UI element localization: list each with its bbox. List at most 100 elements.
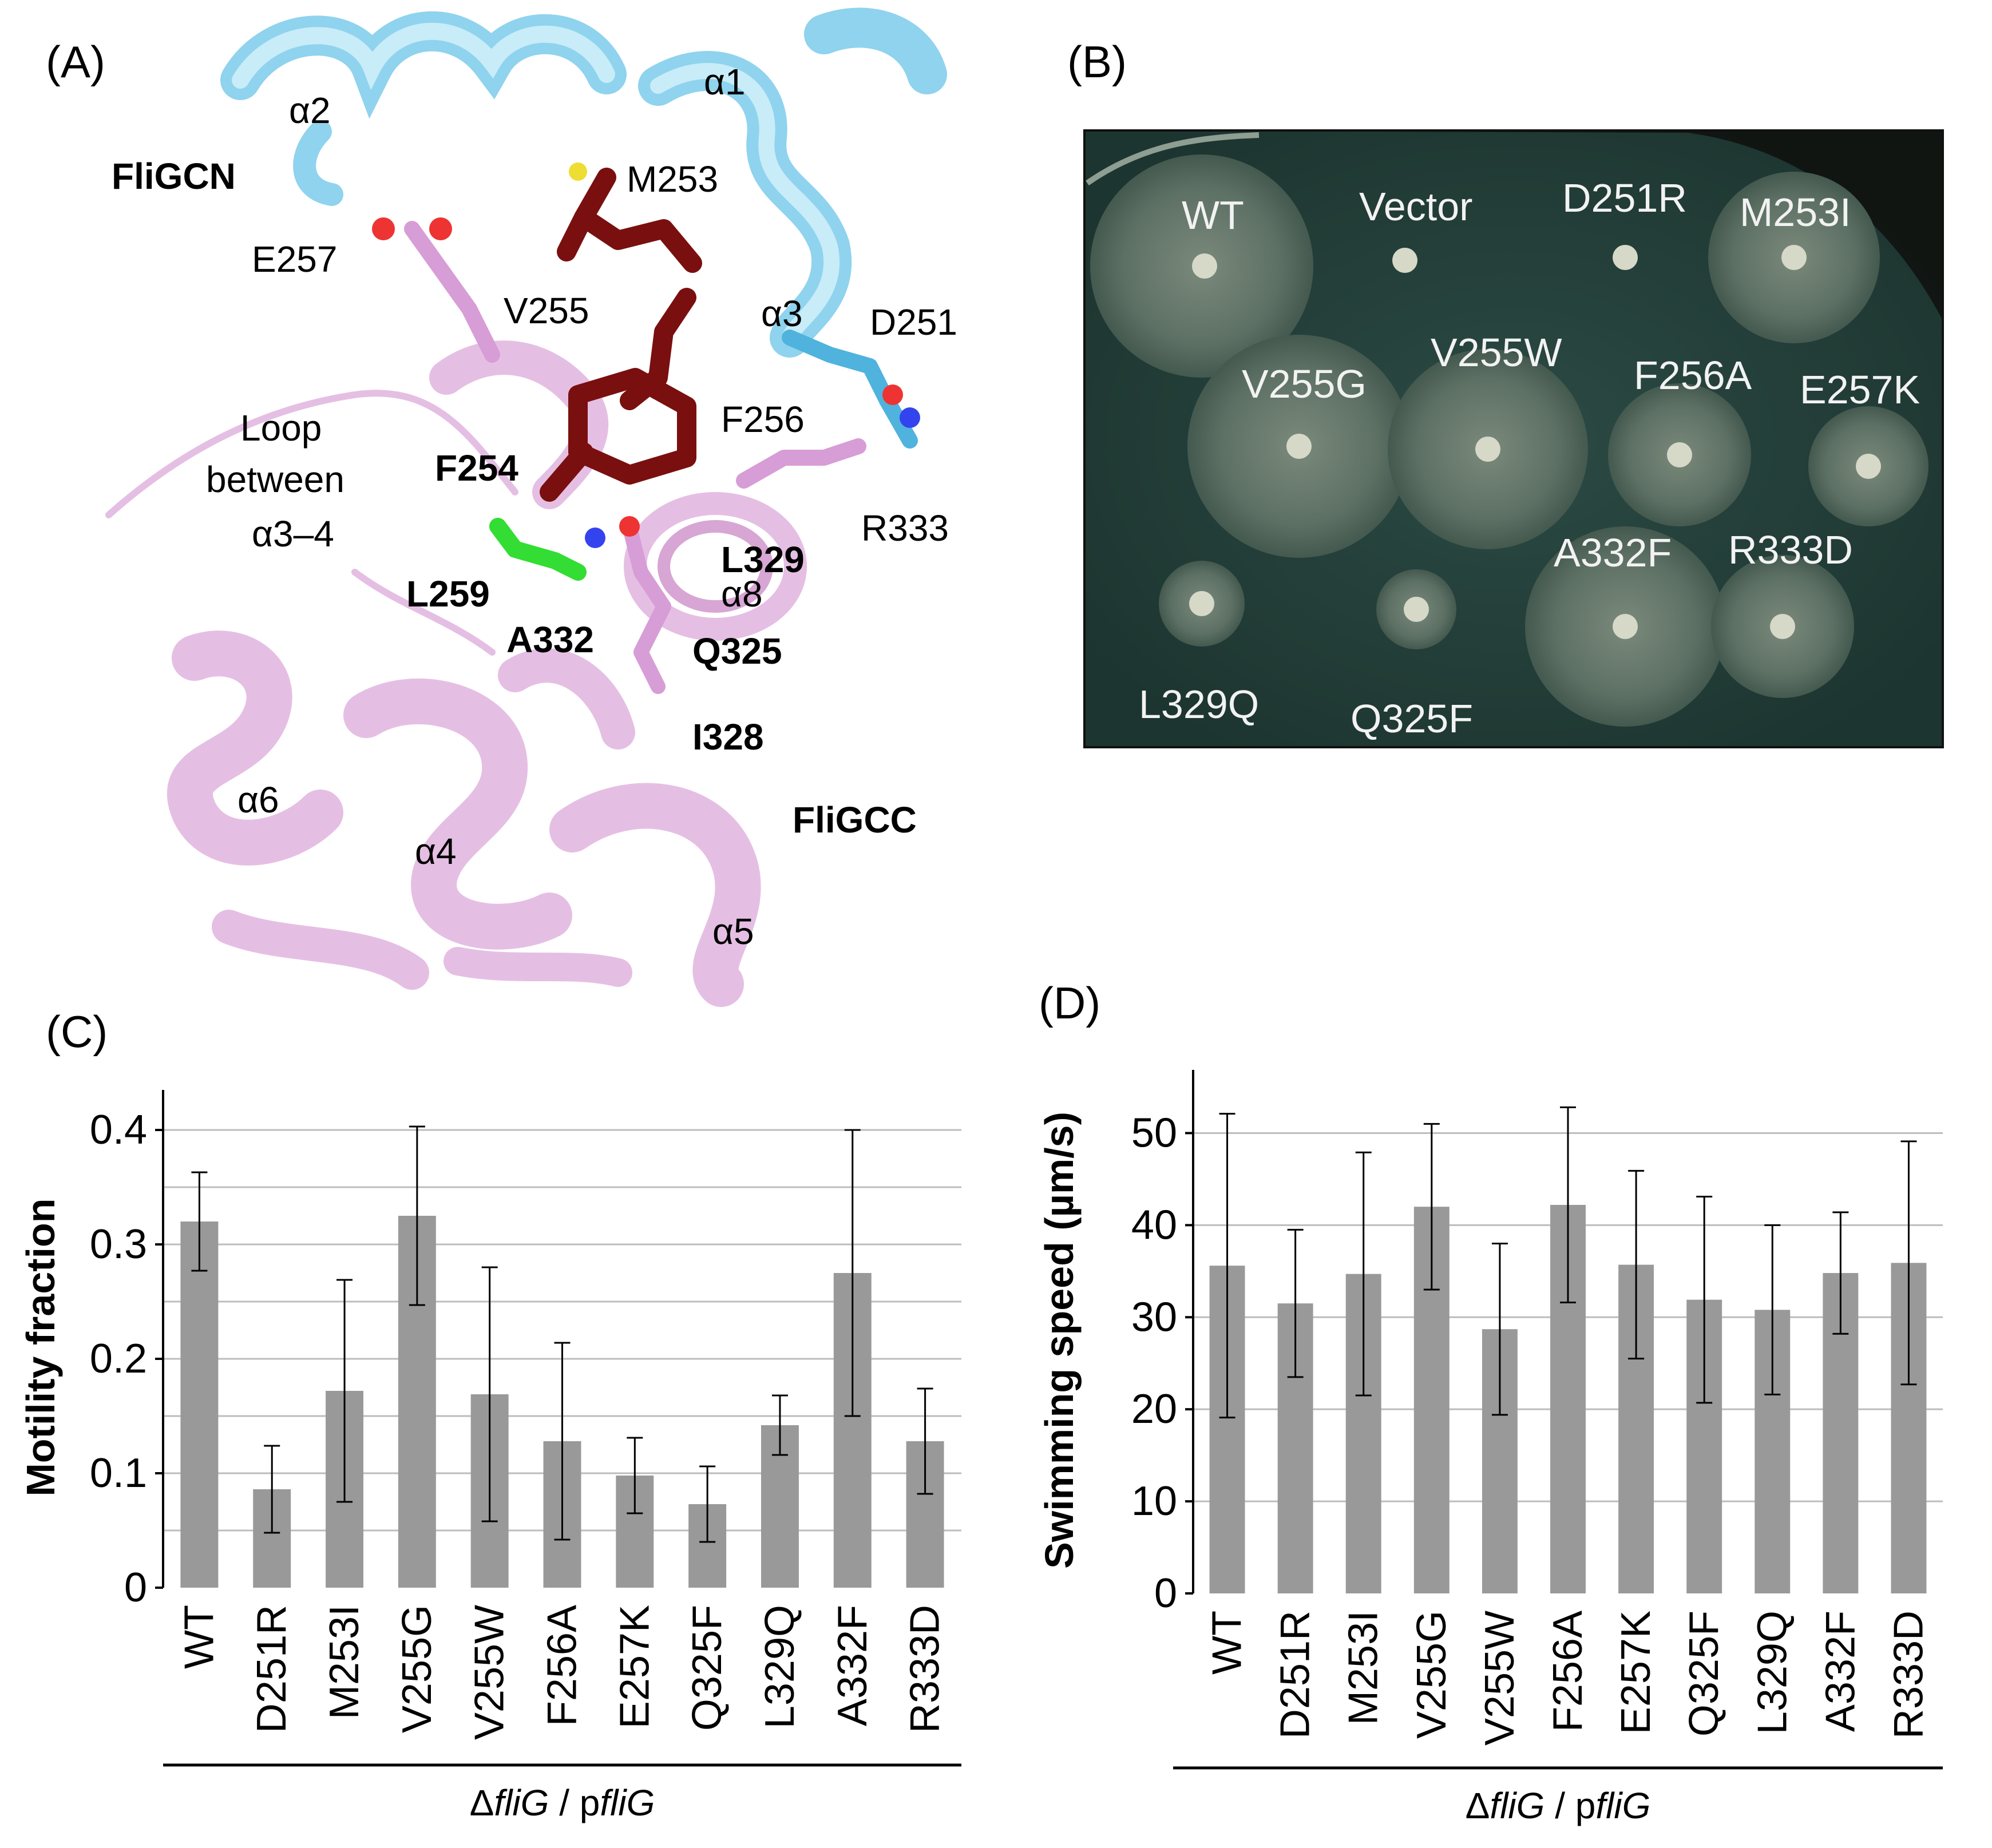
plate-label-a332f: A332F [1554,530,1672,575]
helix-label-alpha3-4: α3–4 [252,513,334,554]
plate-edge-highlight [1086,132,1260,186]
chart0-x-tick-label: D251R [249,1605,295,1733]
residue-label-l329: L329 [721,539,805,580]
chart1-x-tick-label: F256A [1545,1611,1591,1732]
chart-swimming-speed: 0 10 20 30 40 50 WT D251R M253I V255G V255W F256A E2… [1037,1070,1943,1826]
chart1-x-axis-label-part: fliG [1595,1785,1650,1826]
chart0-x-axis-label: ΔfliG / pfliG [470,1782,655,1823]
loop-label-line2: between [206,459,344,500]
chart1-x-tick-label: V255G [1409,1611,1455,1739]
chart0-x-axis-label-part: fliG [600,1782,655,1823]
chart1-y-tick-label: 10 [1131,1478,1177,1524]
plate-rim [1084,130,1943,320]
plate-label-q325f: Q325F [1351,696,1473,741]
helix-label-alpha5: α5 [712,911,754,952]
chart1-x-tick-label: V255W [1477,1611,1523,1746]
panel-a: (A) [46,7,957,1007]
chart0-y-tick-label: 0.3 [90,1222,147,1267]
plate-label-e257k: E257K [1800,367,1920,412]
chart0-bar [180,1222,219,1588]
chart0-x-tick-label: V255G [394,1605,440,1733]
chart0-x-tick-label: R333D [902,1605,948,1733]
chart1-x-tick-label: M253I [1341,1611,1387,1725]
chart0-x-tick-label: Q325F [684,1605,730,1731]
chart1-y-axis-title: Swimming speed (µm/s) [1037,1112,1082,1569]
plate-labels: WT Vector D251R M253I V255G V255W F256A … [1139,176,1920,741]
helix-label-alpha2: α2 [289,90,331,131]
helix-label-alpha4: α4 [415,831,457,872]
residue-label-f254: F254 [435,447,518,489]
chart1-x-axis-label-part: Δ [1466,1785,1490,1826]
chart0-x-axis-label-part: Δ [470,1782,494,1823]
helix-label-alpha1: α1 [704,61,746,102]
helix-label-alpha8: α8 [721,573,763,614]
chart0-y-tick-label: 0 [124,1565,147,1611]
panel-c: (C) 0 0.1 0.2 0.3 0.4 WT D251R M253I V255G V255W F… [18,1006,961,1823]
chart0-y-axis-title: Motility fraction [18,1198,63,1496]
plate-label-wt: WT [1182,193,1244,237]
domain-label-fligcn: FliGCN [112,156,236,197]
chart0-x-tick-label: A332F [830,1605,876,1726]
colony-spots [1189,245,1881,639]
chart1-x-tick-label: D251R [1273,1611,1318,1739]
helix-label-alpha3: α3 [761,293,803,334]
chart0-x-axis-label-part: / p [549,1782,600,1823]
chart0-x-tick-label: M253I [322,1605,367,1719]
plate-label-r333d: R333D [1728,528,1853,572]
chart0-y-tick-label: 0.2 [90,1336,147,1382]
residue-label-d251: D251 [870,302,957,343]
residue-label-q325: Q325 [692,630,782,672]
panel-d-label: (D) [1039,978,1100,1028]
panel-a-labels: α2 α1 FliGCN M253 E257 V255 α3 D251 Loop… [112,61,957,952]
chart1-y-tick-label: 0 [1154,1571,1177,1616]
residue-label-v255: V255 [504,290,589,331]
plate-label-l329q: L329Q [1139,682,1259,727]
chart0-x-axis-label-part: fliG [494,1782,549,1823]
chart0-x-tick-label: WT [176,1605,222,1669]
chart1-y-tick-label: 50 [1131,1110,1177,1156]
chart0-x-tick-label: E257K [612,1605,658,1728]
chart1-x-tick-label: L329Q [1749,1611,1795,1734]
panel-b: (B) [1067,37,1944,748]
residue-label-m253: M253 [627,158,718,200]
fligcc-structure [105,340,807,1007]
chart1-x-tick-label: E257K [1613,1611,1659,1734]
chart1-x-tick-label: A332F [1817,1611,1863,1732]
chart0-x-tick-label: F256A [540,1605,585,1726]
loop-label-line1: Loop [240,407,322,449]
plate-label-m253i: M253I [1740,190,1851,235]
plate-label-v255w: V255W [1431,330,1562,375]
chart1-x-axis-label: ΔfliG / pfliG [1466,1785,1651,1826]
fligcn-structure [220,7,947,358]
chart1-x-tick-label: R333D [1886,1611,1931,1739]
domain-label-fligcc: FliGCC [793,799,917,840]
chart0-y-tick-label: 0.1 [90,1450,147,1496]
panel-d: (D) 0 10 20 30 40 50 WT D251R M253I V255G V255W F25… [1037,978,1943,1826]
chart0-x-tick-label: L329Q [757,1605,803,1728]
chart1-y-tick-label: 30 [1131,1294,1177,1340]
chart1-x-axis-label-part: fliG [1490,1785,1545,1826]
residue-label-i328: I328 [692,716,764,758]
chart1-x-axis-label-part: / p [1545,1785,1595,1826]
panel-b-label: (B) [1067,37,1127,87]
plate-label-f256a: F256A [1634,353,1752,398]
plate-label-vector: Vector [1359,184,1472,229]
residue-label-r333: R333 [861,507,949,549]
panel-c-label: (C) [46,1006,108,1057]
chart1-x-tick-label: WT [1205,1611,1250,1675]
panel-a-label: (A) [46,37,105,87]
chart1-y-tick-label: 20 [1131,1386,1177,1432]
chart0-x-tick-label: V255W [467,1605,513,1740]
residue-sticks [372,162,920,694]
chart1-x-tick-label: Q325F [1681,1611,1727,1736]
chart-motility: 0 0.1 0.2 0.3 0.4 WT D251R M253I V255G V255W F256A… [18,1090,961,1823]
chart1-y-tick-label: 40 [1131,1202,1177,1248]
plate-label-d251r: D251R [1562,176,1687,220]
residue-label-f256: F256 [721,399,805,440]
helix-label-alpha6: α6 [237,779,279,820]
residue-label-a332: A332 [506,619,594,660]
plate-label-v255g: V255G [1242,362,1367,406]
residue-label-l259: L259 [406,573,490,614]
residue-label-e257: E257 [252,239,337,280]
